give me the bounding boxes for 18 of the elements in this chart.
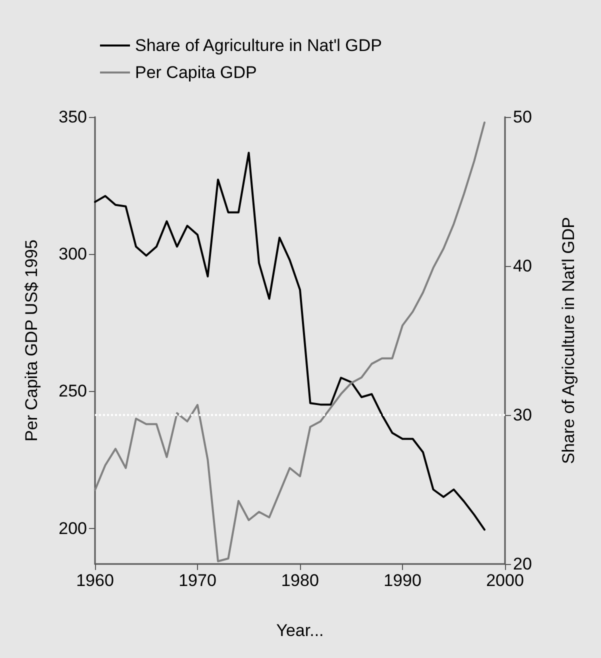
y2-tick-label: 50: [513, 108, 532, 126]
x-tick-label: 2000: [486, 571, 524, 590]
x-tick-label: 1980: [281, 571, 319, 590]
y-tick-label: 250: [58, 382, 87, 401]
legend-label: Share of Agriculture in Nat'l GDP: [135, 36, 382, 55]
y2-axis-title: Share of Agriculture in Nat'l GDP: [559, 216, 578, 464]
y2-tick-label: 20: [513, 554, 532, 574]
x-tick-label: 1970: [178, 571, 216, 590]
y-tick-label: 350: [58, 108, 87, 126]
x-axis-title: Year...: [276, 621, 324, 640]
x-tick-label: 1960: [76, 571, 114, 590]
y2-tick-label: 30: [513, 406, 532, 424]
y-axis-title: Per Capita GDP US$ 1995: [22, 240, 41, 442]
y-tick-label: 300: [58, 244, 87, 264]
y2-tick-label: 40: [513, 256, 532, 276]
y-tick-label: 200: [58, 518, 87, 538]
legend-label: Per Capita GDP: [135, 63, 257, 82]
x-tick-label: 1990: [384, 571, 422, 590]
